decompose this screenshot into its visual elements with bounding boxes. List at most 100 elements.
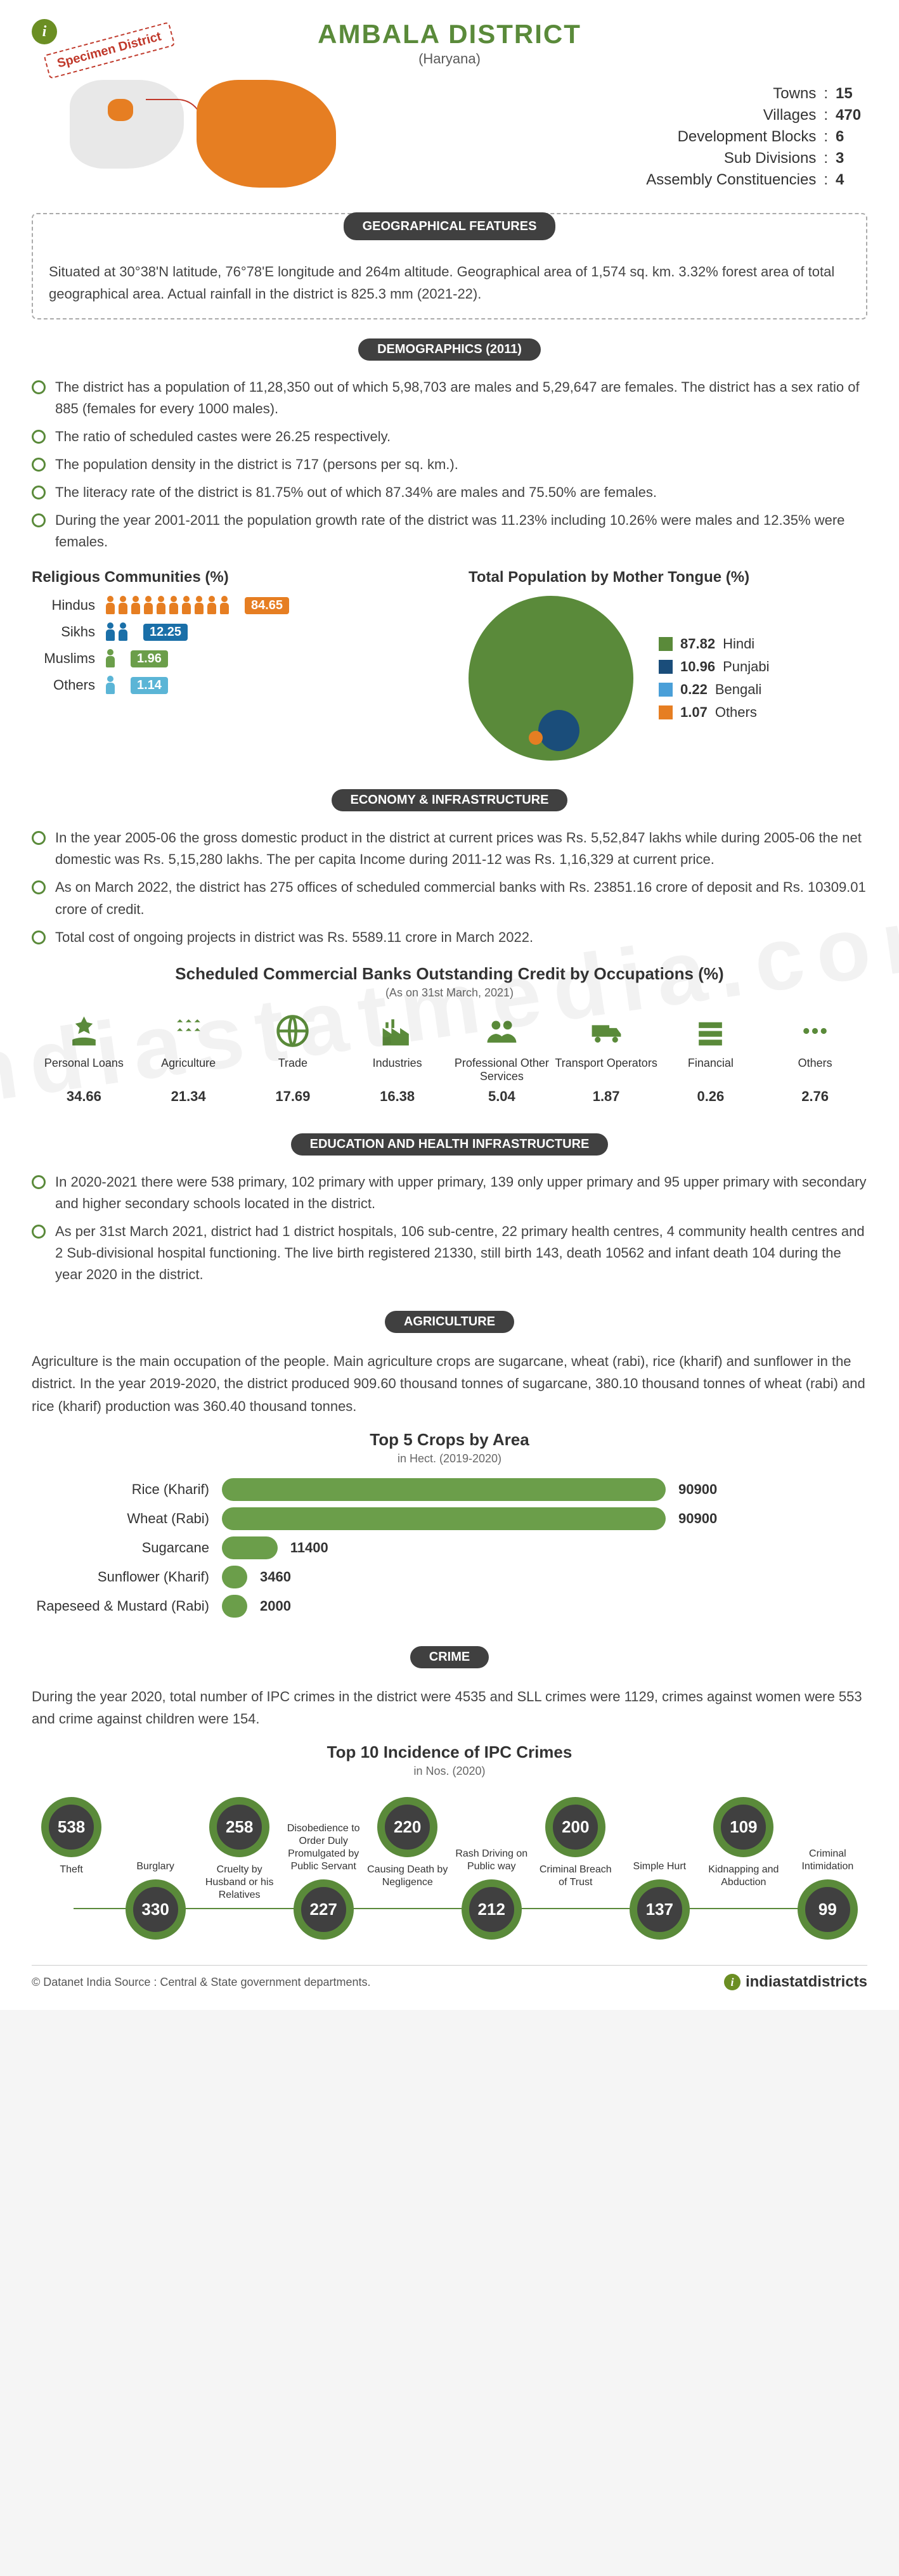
stat-row: Villages:470 [323, 106, 867, 124]
geo-text: Situated at 30°38'N latitude, 76°78'E lo… [49, 261, 850, 305]
legend-value: 87.82 [680, 636, 715, 652]
crime-item: Burglary330 [116, 1797, 195, 1940]
person-icon [181, 596, 192, 615]
crime-label: Burglary [114, 1860, 197, 1873]
page-title: AMBALA DISTRICT [70, 19, 829, 49]
pie-slice-others [529, 731, 543, 745]
infographic-page: indiastatmedia.com i AMBALA DISTRICT (Ha… [0, 0, 899, 2010]
crimes-chart-note: in Nos. (2020) [32, 1765, 867, 1778]
demo-header: DEMOGRAPHICS (2011) [358, 338, 541, 361]
factory-icon [378, 1012, 417, 1050]
religion-name: Hindus [32, 597, 95, 614]
occupation-label: Others [763, 1057, 867, 1085]
crime-item: Criminal Intimidation99 [788, 1797, 867, 1940]
district-map-shape [197, 80, 336, 188]
occupation-value: 5.04 [450, 1088, 554, 1105]
bullet-text: The district has a population of 11,28,3… [55, 377, 867, 420]
occupation-value: 17.69 [241, 1088, 346, 1105]
crop-value: 90900 [678, 1510, 717, 1527]
stat-label: Villages [763, 106, 817, 124]
bullet-text: Total cost of ongoing projects in distri… [55, 927, 533, 948]
info-icon: i [32, 19, 57, 44]
map-graphic [70, 80, 323, 194]
legend-swatch [659, 660, 673, 674]
crime-label: Causing Death by Negligence [366, 1864, 449, 1889]
bullet-item: As per 31st March 2021, district had 1 d… [32, 1221, 867, 1285]
stat-row: Development Blocks:6 [323, 128, 867, 146]
crop-name: Sugarcane [32, 1540, 209, 1556]
crop-name: Sunflower (Kharif) [32, 1569, 209, 1585]
occupation-value: 21.34 [136, 1088, 241, 1105]
occupation-item: Transport Operators1.87 [554, 1012, 659, 1105]
education-header: EDUCATION AND HEALTH INFRASTRUCTURE [291, 1133, 609, 1156]
person-icon [117, 596, 129, 615]
legend-label: Hindi [723, 636, 754, 652]
religion-row: Muslims1.96 [32, 649, 430, 668]
crop-bar [222, 1478, 666, 1501]
crop-name: Rice (Kharif) [32, 1481, 209, 1498]
crime-label: Simple Hurt [618, 1860, 701, 1873]
occupation-value: 0.26 [659, 1088, 763, 1105]
crop-row: Rapeseed & Mustard (Rabi)2000 [32, 1595, 867, 1618]
bullet-item: In the year 2005-06 the gross domestic p… [32, 827, 867, 870]
bullet-text: The ratio of scheduled castes were 26.25… [55, 426, 391, 448]
education-bullets: In 2020-2021 there were 538 primary, 102… [32, 1171, 867, 1285]
stat-label: Development Blocks [678, 128, 817, 146]
crop-bar [222, 1566, 247, 1588]
occupation-label: Personal Loans [32, 1057, 136, 1085]
crime-label: Theft [30, 1864, 113, 1876]
crop-name: Rapeseed & Mustard (Rabi) [32, 1598, 209, 1614]
occupation-label: Professional Other Services [450, 1057, 554, 1085]
occupation-item: Others2.76 [763, 1012, 867, 1105]
stat-label: Towns [773, 85, 816, 103]
demo-charts: Religious Communities (%) Hindus84.65Sik… [32, 569, 867, 761]
wheat-icon [169, 1012, 207, 1050]
crop-row: Sugarcane11400 [32, 1536, 867, 1559]
footer-source: © Datanet India Source : Central & State… [32, 1976, 371, 1989]
legend-row: 1.07Others [659, 704, 769, 721]
bullet-item: Total cost of ongoing projects in distri… [32, 927, 867, 948]
occupation-value: 16.38 [345, 1088, 450, 1105]
zoom-arrow [146, 99, 203, 131]
bullet-item: During the year 2001-2011 the population… [32, 510, 867, 553]
bullet-text: As on March 2022, the district has 275 o… [55, 877, 867, 920]
religion-value: 84.65 [245, 597, 289, 614]
map-stats-row: Towns:15Villages:470Development Blocks:6… [32, 80, 867, 194]
occupation-item: Industries 16.38 [345, 1012, 450, 1105]
crime-label: Rash Driving on Public way [450, 1848, 533, 1873]
occupation-value: 34.66 [32, 1088, 136, 1105]
economy-bullets: In the year 2005-06 the gross domestic p… [32, 827, 867, 948]
bullet-item: The population density in the district i… [32, 454, 867, 475]
brand-text: indiastatdistricts [746, 1973, 867, 1991]
bullet-item: The district has a population of 11,28,3… [32, 377, 867, 420]
people-icon [482, 1012, 521, 1050]
crop-value: 90900 [678, 1481, 717, 1498]
crime-circle: 137 [630, 1879, 690, 1940]
legend-value: 1.07 [680, 704, 708, 721]
crime-label: Disobedience to Order Duly Promulgated b… [282, 1822, 365, 1873]
religion-name: Muslims [32, 650, 95, 667]
agriculture-header: AGRICULTURE [385, 1311, 514, 1333]
crime-connector-line [74, 1908, 825, 1909]
legend-row: 10.96Punjabi [659, 659, 769, 675]
bullet-item: The literacy rate of the district is 81.… [32, 482, 867, 503]
crime-circle: 212 [462, 1879, 522, 1940]
religion-value: 1.14 [131, 677, 168, 694]
religion-title: Religious Communities (%) [32, 569, 430, 586]
occupation-label: Industries [345, 1057, 450, 1085]
crime-item: Theft538 [32, 1797, 111, 1940]
crime-circle: 227 [294, 1879, 354, 1940]
legend-row: 0.22Bengali [659, 681, 769, 698]
person-icon [155, 596, 167, 615]
legend-row: 87.82 Hindi [659, 636, 769, 652]
brand-icon: i [724, 1974, 741, 1990]
icon-bar [105, 596, 230, 615]
religion-chart: Religious Communities (%) Hindus84.65Sik… [32, 569, 430, 761]
occupation-item: Personal Loans 34.66 [32, 1012, 136, 1105]
crop-bar [222, 1595, 247, 1618]
crop-bar [222, 1536, 278, 1559]
money-icon [692, 1012, 730, 1050]
bullet-item: The ratio of scheduled castes were 26.25… [32, 426, 867, 448]
icon-bar [105, 622, 129, 641]
dots-icon [796, 1012, 834, 1050]
